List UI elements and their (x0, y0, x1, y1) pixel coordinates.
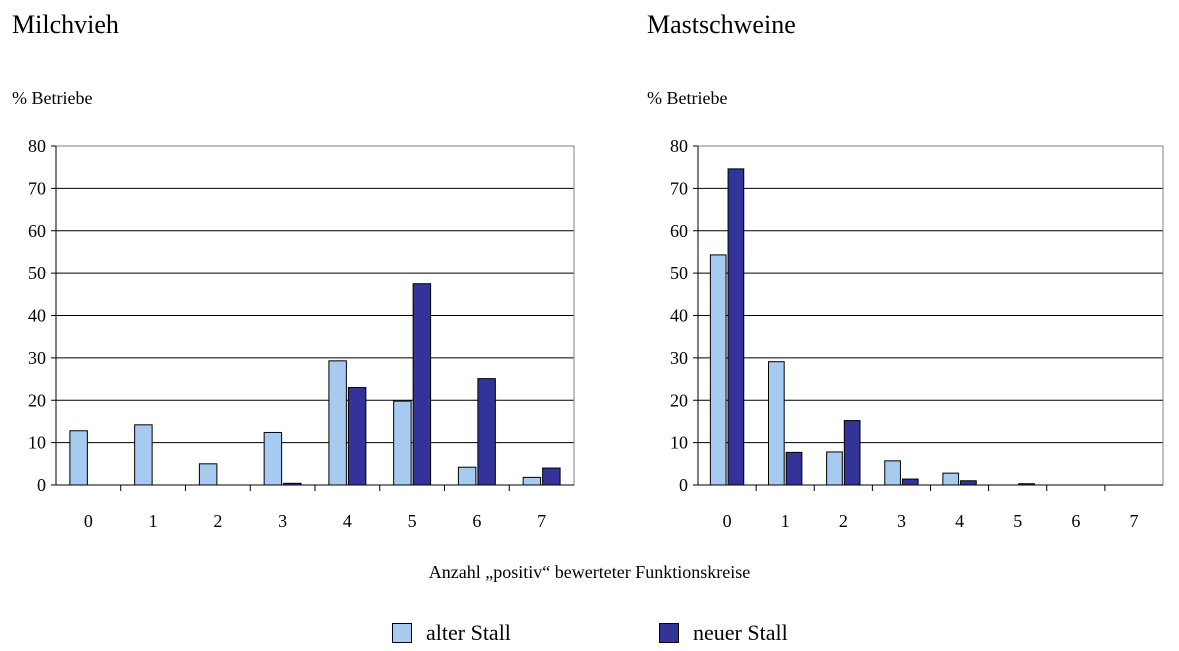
x-tick-label: 1 (781, 511, 790, 531)
legend-item-alter-stall: alter Stall (392, 620, 511, 646)
bar-neuer-stall (412, 283, 432, 486)
x-tick-label: 1 (149, 511, 158, 531)
bar-neuer-stall (843, 420, 861, 486)
x-tick-label: 4 (343, 511, 352, 531)
y-tick-label: 20 (28, 390, 46, 410)
y-tick-label: 0 (679, 475, 688, 495)
bar-alter-stall (393, 400, 412, 486)
bar-neuer-stall (727, 168, 745, 486)
x-tick-label: 3 (278, 511, 287, 531)
y-tick-label: 20 (670, 390, 688, 410)
y-tick-label: 80 (28, 136, 46, 156)
bar-alter-stall (942, 472, 960, 486)
legend-swatch-alter-stall (392, 623, 412, 643)
bar-neuer-stall (542, 467, 561, 486)
bar-alter-stall (134, 424, 153, 486)
y-tick-label: 70 (670, 178, 688, 198)
y-tick-label: 80 (670, 136, 688, 156)
x-tick-label: 7 (537, 511, 546, 531)
y-tick-label: 40 (28, 306, 46, 326)
y-axis-label-mastschweine: % Betriebe (647, 88, 728, 108)
x-tick-label: 2 (839, 511, 848, 531)
y-tick-label: 10 (28, 433, 46, 453)
y-tick-label: 0 (37, 475, 46, 495)
x-tick-label: 3 (897, 511, 906, 531)
y-tick-label: 10 (670, 433, 688, 453)
x-tick-label: 0 (84, 511, 93, 531)
y-tick-label: 30 (670, 348, 688, 368)
x-tick-label: 6 (472, 511, 481, 531)
x-tick-label: 7 (1129, 511, 1138, 531)
bar-alter-stall (826, 451, 843, 486)
bar-alter-stall (709, 254, 727, 486)
bar-neuer-stall (960, 480, 977, 486)
y-tick-label: 30 (28, 348, 46, 368)
bar-alter-stall (198, 463, 218, 486)
legend-label-alter-stall: alter Stall (426, 620, 511, 645)
bar-alter-stall (263, 431, 283, 486)
legend-item-neuer-stall: neuer Stall (659, 620, 788, 646)
bar-alter-stall (767, 361, 785, 486)
x-tick-label: 5 (1013, 511, 1022, 531)
y-tick-label: 50 (28, 263, 46, 283)
bar-neuer-stall (785, 451, 803, 486)
y-axis-label-milchvieh: % Betriebe (12, 88, 93, 108)
bar-neuer-stall (347, 387, 367, 486)
legend-swatch-neuer-stall (659, 623, 679, 643)
bar-alter-stall (457, 466, 477, 486)
bar-alter-stall (69, 430, 88, 486)
bar-neuer-stall (477, 378, 496, 486)
y-tick-label: 40 (670, 306, 688, 326)
bar-alter-stall (522, 476, 542, 486)
x-tick-label: 4 (955, 511, 964, 531)
y-tick-label: 70 (28, 178, 46, 198)
bar-alter-stall (884, 460, 901, 486)
x-tick-label: 5 (408, 511, 417, 531)
chart-title-mastschweine: Mastschweine (647, 10, 796, 39)
y-tick-label: 50 (670, 263, 688, 283)
bar-alter-stall (328, 360, 347, 486)
x-tick-label: 0 (723, 511, 732, 531)
chart-title-milchvieh: Milchvieh (12, 10, 119, 39)
x-tick-label: 2 (213, 511, 222, 531)
bar-neuer-stall (901, 478, 919, 486)
y-tick-label: 60 (28, 221, 46, 241)
y-tick-label: 60 (670, 221, 688, 241)
x-axis-label: Anzahl „positiv“ bewerteter Funktionskre… (428, 562, 751, 582)
x-tick-label: 6 (1071, 511, 1080, 531)
legend-label-neuer-stall: neuer Stall (693, 620, 788, 645)
